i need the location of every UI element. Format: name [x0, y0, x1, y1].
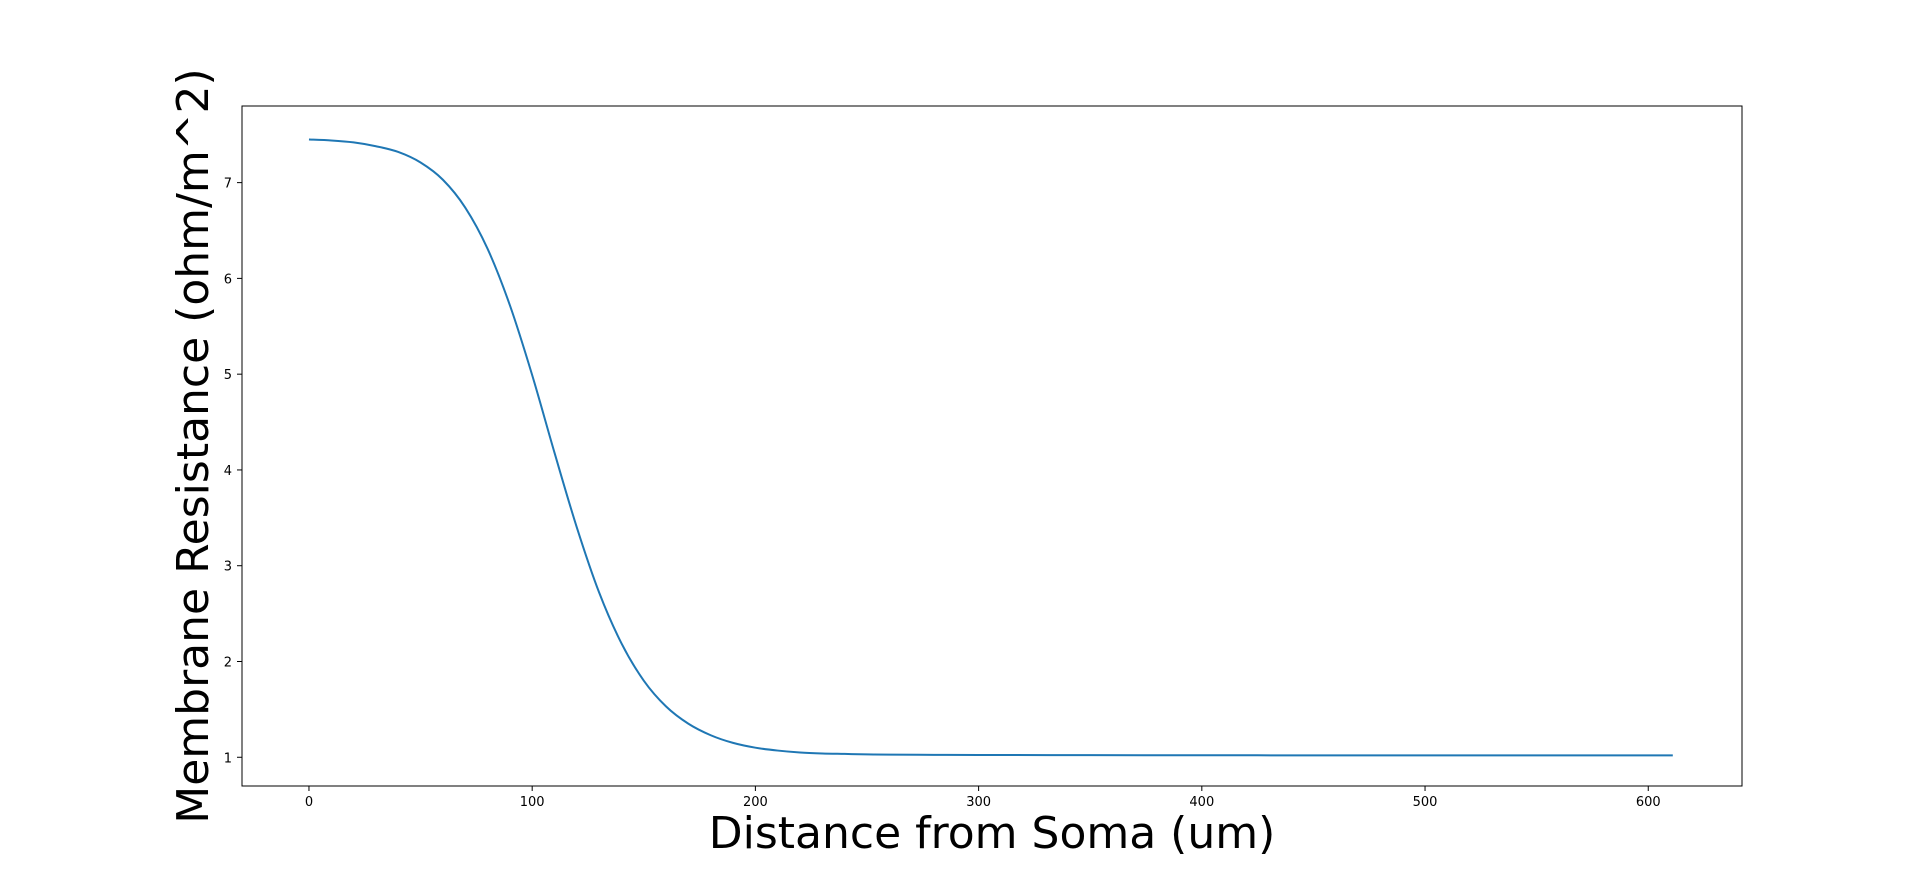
x-axis-title: Distance from Soma (um): [709, 808, 1276, 859]
x-tick-label: 200: [743, 795, 768, 810]
y-tick-label: 3: [224, 560, 232, 575]
y-axis-ticks: 1 2 3 4 5 6 7: [224, 177, 242, 766]
y-tick-label: 2: [224, 655, 232, 670]
x-tick-label: 0: [305, 795, 313, 810]
x-tick-label: 100: [520, 795, 545, 810]
y-tick-label: 4: [224, 464, 232, 479]
y-tick-label: 5: [224, 368, 232, 383]
y-tick-label: 1: [224, 751, 232, 766]
x-tick-label: 400: [1189, 795, 1214, 810]
y-tick-label: 7: [224, 177, 232, 192]
x-tick-label: 600: [1636, 795, 1661, 810]
x-tick-label: 300: [966, 795, 991, 810]
series-line-0: [308, 138, 1673, 757]
series-layer: [308, 138, 1673, 757]
y-tick-label: 6: [224, 272, 232, 287]
y-axis-title: Membrane Resistance (ohm/m^2): [168, 68, 219, 823]
x-axis-ticks: 0 100 200 300 400 500 600: [305, 786, 1661, 810]
plot-area: [241, 105, 1743, 787]
x-tick-label: 500: [1413, 795, 1438, 810]
